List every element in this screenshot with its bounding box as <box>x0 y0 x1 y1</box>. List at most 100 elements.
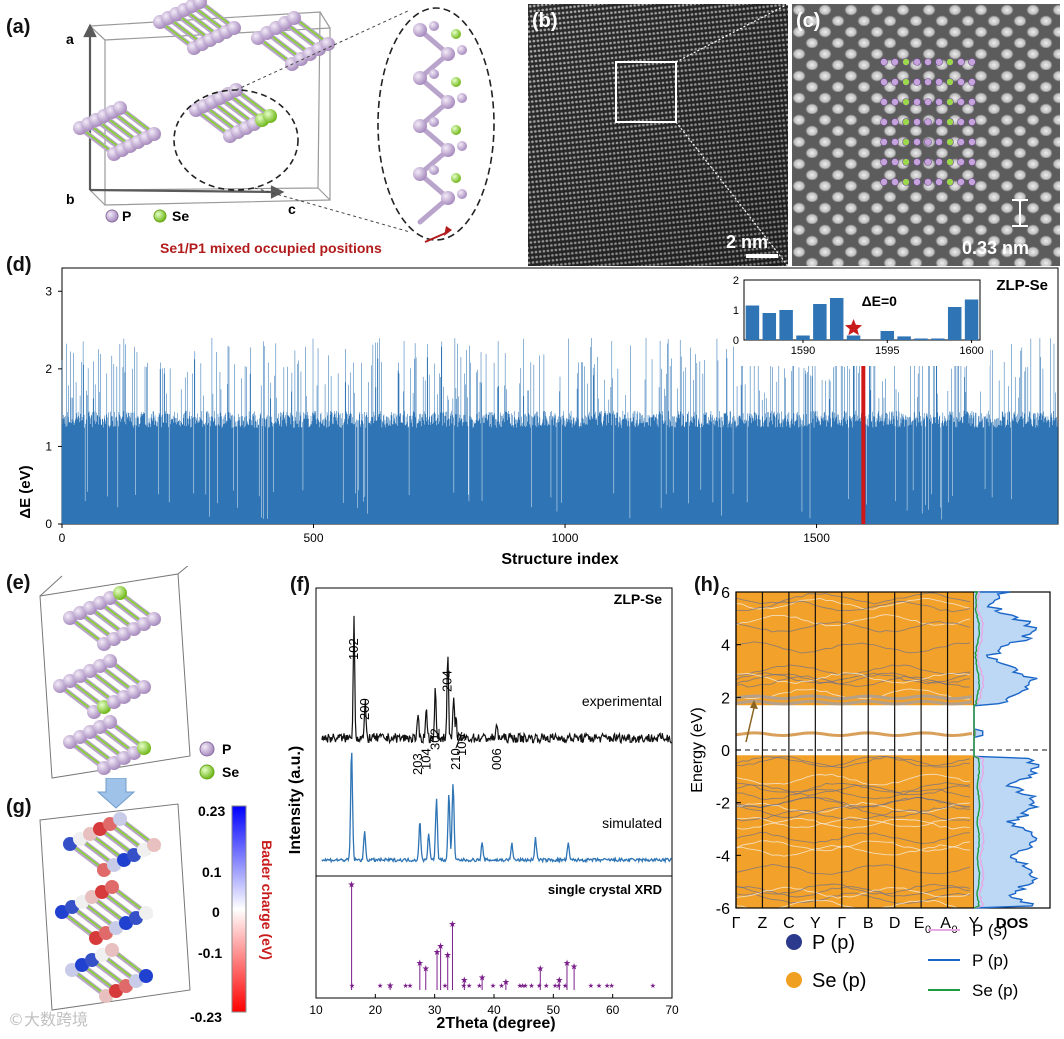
atom <box>968 178 976 186</box>
f-stick-star: ★ <box>416 958 424 968</box>
d-inset: 1590 1595 1600 0 1 2 ΔE=0 <box>733 274 990 366</box>
h-ylabel: Energy (eV) <box>689 707 706 792</box>
h-band-line <box>735 806 971 818</box>
atom <box>946 158 954 166</box>
panel-d: ΔE (eV) 0 500 1000 1500 0 1 2 3 Structure index… <box>0 254 1064 570</box>
e-legend-p: P <box>222 741 231 757</box>
f-peak-label: 104 <box>418 748 433 770</box>
panel-b-lattice: 2 nm <box>528 4 788 266</box>
atom <box>413 23 427 37</box>
f-stick-star: ★ <box>502 977 510 987</box>
atom <box>137 680 151 694</box>
h-band-line <box>735 597 971 610</box>
inset-ytick-label: 2 <box>733 275 739 287</box>
f-stick-star-small: ★ <box>543 982 549 990</box>
atom <box>902 58 910 66</box>
atom <box>957 78 965 86</box>
f-stick-star-small: ★ <box>528 982 534 990</box>
atom <box>429 165 439 175</box>
structure-overlay <box>880 58 976 186</box>
atom <box>968 158 976 166</box>
d-ytick-label: 0 <box>45 517 52 531</box>
h-kpath-label: Γ <box>732 915 741 932</box>
f-stick-star-small: ★ <box>407 982 413 990</box>
colorbar <box>231 805 247 1013</box>
atom <box>946 138 954 146</box>
h-legend-dot-se <box>786 972 802 988</box>
d-xtick-label: 0 <box>59 531 66 545</box>
f-stick-star-small: ★ <box>596 982 602 990</box>
f-stick-star: ★ <box>478 973 486 983</box>
d-bar-series <box>61 337 1058 524</box>
f-stick-star-small: ★ <box>519 982 525 990</box>
h-ytick-label: -2 <box>716 796 730 813</box>
f-stick-star-small: ★ <box>466 982 472 990</box>
inset-xtick-label: 1595 <box>875 345 899 357</box>
h-dos-se-p <box>973 591 981 909</box>
f-xtick-label: 40 <box>487 1003 501 1017</box>
atom <box>880 58 888 66</box>
h-band-line <box>735 621 971 633</box>
f-stick-star: ★ <box>444 950 452 960</box>
atom <box>924 158 932 166</box>
atom <box>935 98 943 106</box>
atom <box>113 586 127 600</box>
atom <box>413 71 427 85</box>
e-legend-se: Se <box>222 764 239 780</box>
f-stick-star-small: ★ <box>517 982 523 990</box>
atom <box>968 138 976 146</box>
axis-b-label: b <box>66 191 75 207</box>
f-peak-label: 006 <box>489 748 504 770</box>
panel-c-stem-image: 0.33 nm (c) <box>792 4 1060 266</box>
atom <box>321 37 335 51</box>
d-title: ZLP-Se <box>996 277 1048 294</box>
h-band-line <box>735 675 971 688</box>
h-ytick-label: 4 <box>721 638 730 655</box>
zoomed-chain <box>413 21 467 225</box>
atom <box>913 158 921 166</box>
atom <box>139 906 153 920</box>
zoom-line-top <box>235 9 411 91</box>
h-kpath-label: Γ <box>837 915 846 932</box>
h-flat-band <box>735 699 973 706</box>
h-band-line <box>735 600 971 613</box>
h-band-line <box>735 832 971 844</box>
f-frame <box>315 587 673 999</box>
atom <box>105 943 119 957</box>
panel-a-label: (a) <box>6 16 31 38</box>
axis-arrows <box>83 23 285 199</box>
h-band-line <box>735 801 971 814</box>
f-stick-star-small: ★ <box>461 982 467 990</box>
h-band-line <box>735 783 971 796</box>
atom <box>946 118 954 126</box>
atom <box>193 0 207 9</box>
inset-star <box>845 319 863 336</box>
atom <box>902 118 910 126</box>
inset-xtick-label: 1600 <box>959 345 983 357</box>
panel-g-label: (g) <box>6 796 32 818</box>
annotation-arrow <box>424 231 449 243</box>
inset-ytick-label: 1 <box>733 305 739 317</box>
d-xtick-label: 500 <box>303 531 323 545</box>
f-stick-star-small: ★ <box>490 982 496 990</box>
atom <box>913 78 921 86</box>
f-stick-star: ★ <box>433 947 441 957</box>
atom <box>880 178 888 186</box>
atom <box>451 29 461 39</box>
xrd-chart: Intensity (a.u.) 10 20 30 40 50 60 70 experimen… <box>287 587 679 1032</box>
atom <box>891 138 899 146</box>
atom <box>880 118 888 126</box>
atom <box>902 138 910 146</box>
energy-bar-chart: ΔE (eV) 0 500 1000 1500 0 1 2 3 Structure index… <box>17 267 1059 568</box>
scale-bar-b-label: 2 nm <box>726 232 768 252</box>
atom <box>287 11 301 25</box>
atom <box>946 98 954 106</box>
h-kpath-label: Z <box>758 915 768 932</box>
f-stick-star-small: ★ <box>552 982 558 990</box>
atom <box>957 98 965 106</box>
h-band-line <box>735 840 971 852</box>
h-legend-dot-p <box>786 934 802 950</box>
inset-bar <box>914 338 928 340</box>
